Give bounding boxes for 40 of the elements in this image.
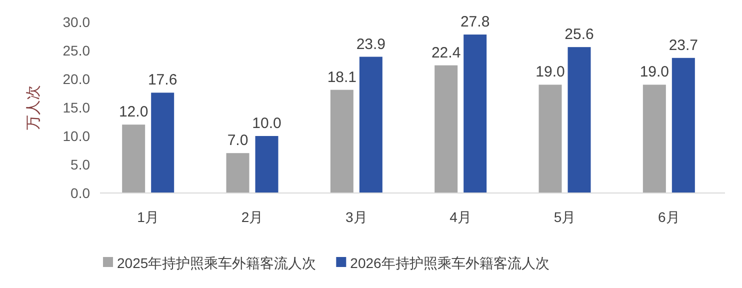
legend-label: 2026年持护照乘车外籍客流人次	[350, 255, 550, 271]
bar	[642, 84, 666, 193]
data-label: 23.7	[668, 36, 698, 54]
bar	[538, 84, 562, 193]
bar	[568, 47, 591, 193]
data-label: 7.0	[227, 132, 248, 150]
x-tick-label: 4月	[450, 209, 472, 225]
data-label: 23.9	[356, 36, 386, 53]
x-tick-label: 1月	[137, 209, 159, 225]
y-axis-title: 万人次	[25, 85, 42, 130]
bar	[359, 56, 382, 193]
data-label: 19.0	[536, 64, 565, 81]
y-tick-label: 15.0	[62, 100, 90, 116]
x-tick-label: 5月	[554, 209, 576, 225]
bar	[672, 58, 695, 193]
data-label: 17.6	[148, 72, 178, 89]
y-tick-label: 20.0	[62, 71, 90, 87]
x-tick-label: 3月	[346, 209, 368, 225]
data-label: 12.0	[118, 104, 148, 121]
data-label: 19.0	[640, 64, 670, 81]
bar	[122, 124, 146, 193]
bar	[434, 65, 458, 193]
bar	[255, 136, 278, 193]
y-tick-label: 10.0	[62, 128, 90, 144]
y-tick-label: 30.0	[62, 14, 90, 30]
bar	[226, 153, 250, 193]
data-label: 27.8	[460, 14, 490, 31]
bar	[151, 92, 174, 193]
data-label: 10.0	[252, 115, 282, 132]
bar	[464, 34, 487, 193]
x-tick-label: 6月	[658, 209, 680, 225]
y-tick-label: 0.0	[70, 185, 90, 201]
data-label: 22.4	[431, 44, 461, 62]
data-label: 25.6	[564, 26, 594, 44]
y-tick-label: 25.0	[62, 42, 90, 58]
bar	[330, 90, 354, 193]
data-label: 18.1	[327, 68, 357, 86]
y-tick-label: 5.0	[70, 156, 90, 172]
x-tick-label: 2月	[241, 209, 264, 225]
legend-label: 2025年持护照乘车外籍客流人次	[117, 255, 316, 271]
